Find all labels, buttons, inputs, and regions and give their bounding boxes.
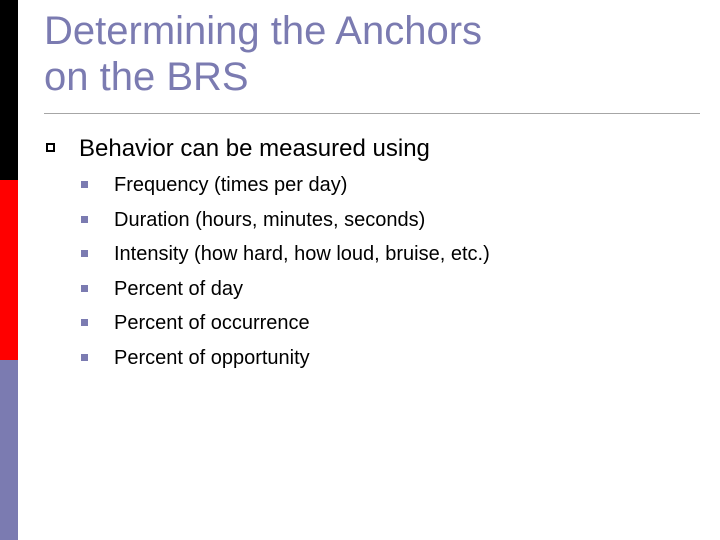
slide-title: Determining the Anchors on the BRS	[44, 8, 482, 100]
square-bullet-icon	[81, 319, 88, 326]
bullet-item: Behavior can be measured using	[44, 131, 694, 167]
accent-bar-black	[0, 0, 18, 180]
bullet-text: Behavior can be measured using	[79, 135, 430, 162]
title-divider	[44, 113, 700, 114]
square-bullet-icon	[81, 181, 88, 188]
slide-title-line-1: Determining the Anchors	[44, 9, 483, 53]
sub-bullet-text: Duration (hours, minutes, seconds)	[114, 208, 426, 231]
square-bullet-icon	[81, 353, 88, 361]
accent-bar-purple	[0, 360, 18, 540]
slide-title-line-2: on the BRS	[44, 55, 249, 99]
slide-body: Behavior can be measured using Frequency…	[44, 131, 694, 369]
sub-bullet-text: Frequency (times per day)	[114, 174, 348, 196]
sub-bullet-text: Percent of opportunity	[114, 346, 310, 369]
accent-bar-red	[0, 180, 18, 360]
sub-bullet-text: Intensity (how hard, how loud, bruise, e…	[114, 243, 490, 265]
square-bullet-icon	[81, 215, 88, 223]
sub-bullet-text: Percent of occurrence	[114, 312, 310, 334]
square-bullet-icon	[81, 284, 88, 292]
square-bullet-icon	[81, 250, 88, 257]
hollow-square-bullet-icon	[46, 143, 55, 152]
sub-bullet-text: Percent of day	[114, 277, 243, 300]
